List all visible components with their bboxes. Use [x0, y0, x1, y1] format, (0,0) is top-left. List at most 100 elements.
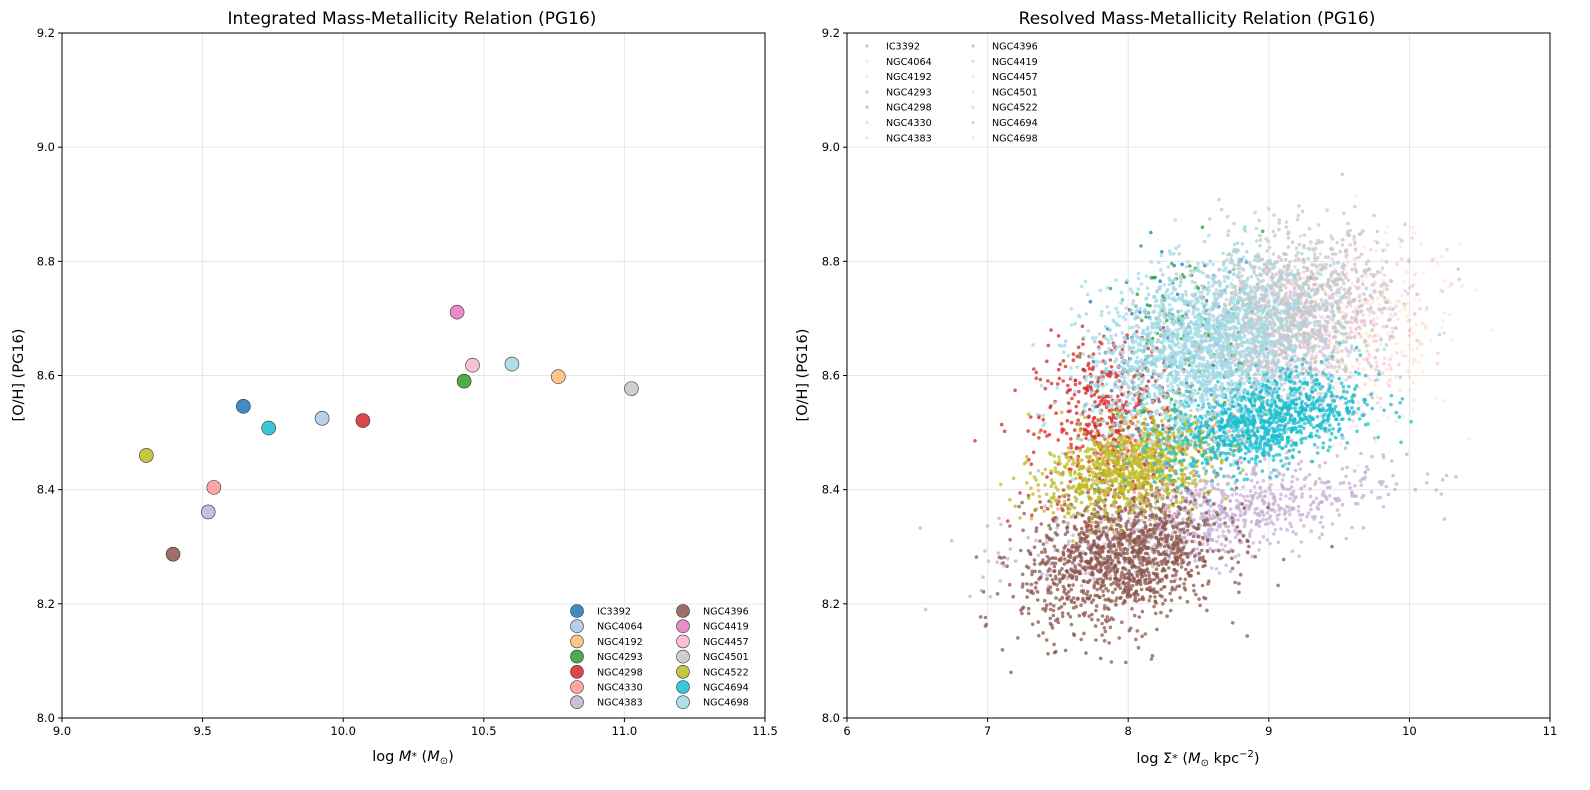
spaxel-point	[1381, 504, 1386, 509]
spaxel-point	[1363, 301, 1368, 306]
spaxel-point	[1218, 518, 1222, 522]
spaxel-point	[1340, 467, 1345, 471]
spaxel-point	[1432, 256, 1436, 261]
spaxel-point	[1245, 539, 1249, 543]
spaxel-point	[1034, 370, 1039, 375]
spaxel-point	[1201, 555, 1205, 559]
spaxel-point	[1442, 517, 1447, 521]
spaxel-point	[1371, 274, 1376, 279]
spaxel-point	[1212, 522, 1216, 526]
left-xtick-label: 11.0	[612, 724, 638, 738]
spaxel-point	[1087, 407, 1092, 412]
spaxel-point	[1050, 561, 1055, 565]
point-ngc4298	[355, 413, 371, 428]
spaxel-point	[1261, 268, 1265, 272]
spaxel-point	[1193, 554, 1197, 558]
spaxel-point	[1291, 530, 1295, 534]
spaxel-point	[1109, 365, 1114, 369]
spaxel-point	[1129, 532, 1133, 536]
spaxel-point	[1090, 512, 1094, 516]
spaxel-point	[1314, 496, 1319, 501]
spaxel-point	[1329, 273, 1334, 278]
spaxel-point	[1109, 371, 1113, 376]
spaxel-point	[1159, 487, 1164, 491]
spaxel-point	[1045, 540, 1049, 545]
spaxel-point	[1241, 364, 1245, 369]
spaxel-point	[1360, 495, 1364, 500]
spaxel-point	[1252, 467, 1256, 472]
spaxel-point	[1069, 442, 1073, 447]
spaxel-point	[1330, 252, 1335, 256]
spaxel-point	[1000, 648, 1005, 652]
spaxel-point	[1075, 354, 1079, 359]
spaxel-point	[1403, 289, 1407, 293]
spaxel-point	[1293, 265, 1297, 269]
spaxel-point	[1309, 356, 1314, 361]
spaxel-point	[1135, 292, 1140, 297]
spaxel-point	[1248, 531, 1252, 536]
spaxel-point	[1242, 494, 1246, 499]
spaxel-point	[1016, 636, 1020, 640]
spaxel-point	[1402, 280, 1406, 284]
spaxel-point	[1230, 516, 1235, 520]
spaxel-point	[1175, 292, 1180, 297]
spaxel-point	[1381, 455, 1386, 460]
legend-label-ngc4457: NGC4457	[703, 637, 749, 648]
spaxel-point	[1369, 289, 1374, 294]
spaxel-point	[1288, 521, 1292, 526]
spaxel-point	[1241, 534, 1246, 538]
legend-marker-ngc4396	[676, 604, 690, 618]
spaxel-point	[1100, 545, 1104, 550]
spaxel-point	[1253, 491, 1258, 495]
spaxel-point	[1093, 580, 1097, 585]
spaxel-point	[1261, 534, 1266, 539]
spaxel-point	[1370, 454, 1374, 459]
spaxel-point	[1186, 551, 1190, 556]
spaxel-point	[1280, 478, 1285, 482]
spaxel-point	[1103, 504, 1107, 508]
spaxel-point	[1209, 504, 1213, 509]
spaxel-point	[1154, 567, 1159, 571]
spaxel-point	[1087, 561, 1092, 566]
spaxel-point	[1146, 560, 1151, 564]
spaxel-point	[1058, 558, 1063, 563]
spaxel-point	[1296, 320, 1300, 325]
spaxel-point	[1363, 319, 1367, 324]
spaxel-point	[1179, 490, 1184, 495]
spaxel-point	[1127, 594, 1132, 599]
spaxel-point	[1126, 519, 1130, 524]
spaxel-point	[1134, 521, 1139, 525]
integrated-panel: Integrated Mass-Metallicity Relation (PG…	[11, 9, 778, 767]
spaxel-point	[1136, 645, 1141, 650]
spaxel-point	[1115, 523, 1119, 527]
spaxel-point	[1316, 223, 1321, 227]
spaxel-point	[1073, 564, 1077, 568]
spaxel-point	[1058, 362, 1062, 367]
spaxel-point	[1247, 544, 1251, 549]
spaxel-point	[1086, 566, 1091, 570]
spaxel-point	[1223, 506, 1227, 511]
spaxel-point	[1216, 524, 1221, 529]
spaxel-point	[1079, 637, 1083, 642]
spaxel-point	[1060, 614, 1065, 619]
resolved-panel: Resolved Mass-Metallicity Relation (PG16…	[795, 9, 1557, 769]
spaxel-point	[1357, 331, 1361, 336]
spaxel-point	[1368, 319, 1373, 324]
spaxel-point	[1060, 507, 1064, 511]
spaxel-point	[1193, 485, 1198, 489]
spaxel-point	[1161, 273, 1165, 277]
spaxel-point	[1229, 356, 1233, 361]
spaxel-point	[1372, 325, 1377, 329]
spaxel-point	[1233, 513, 1238, 518]
spaxel-point	[1169, 498, 1173, 503]
spaxel-point	[1046, 379, 1050, 383]
spaxel-point	[1116, 394, 1120, 399]
spaxel-point	[1141, 555, 1145, 560]
spaxel-point	[1406, 318, 1411, 323]
spaxel-point	[1114, 527, 1119, 532]
spaxel-point	[1340, 502, 1345, 507]
spaxel-point	[1394, 304, 1399, 309]
left-ytick-label: 8.0	[37, 711, 55, 725]
spaxel-point	[1403, 307, 1407, 312]
spaxel-point	[1248, 489, 1253, 494]
